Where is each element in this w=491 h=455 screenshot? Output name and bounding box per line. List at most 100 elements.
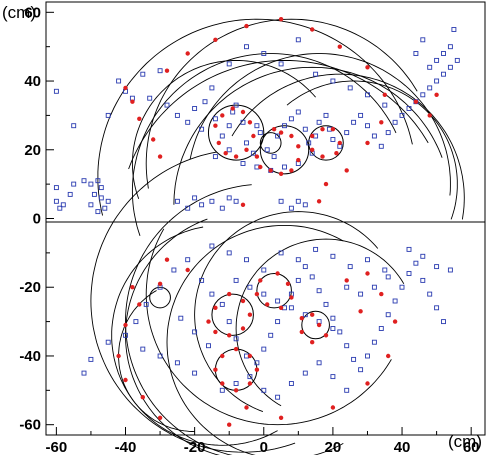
hit-square xyxy=(233,198,239,204)
track-arcs xyxy=(90,18,465,455)
hit-square xyxy=(413,260,419,266)
hit-square xyxy=(226,123,232,129)
hit-square xyxy=(219,205,225,211)
lower-panel-frame xyxy=(45,221,486,436)
hit-square xyxy=(209,291,215,297)
hit-square xyxy=(261,346,267,352)
track-arc xyxy=(189,53,451,196)
hit-square xyxy=(295,257,301,263)
ring-circle xyxy=(211,293,254,336)
hit-square xyxy=(240,119,246,125)
hit-square xyxy=(261,51,267,56)
hit-square xyxy=(302,202,308,208)
hit-dot xyxy=(278,415,284,420)
hit-square xyxy=(275,319,281,325)
hit-dot xyxy=(247,312,253,317)
hit-dot xyxy=(365,381,370,386)
hit-square xyxy=(250,150,256,156)
hit-dot xyxy=(434,92,439,98)
hit-dot xyxy=(247,353,253,359)
track-arc xyxy=(194,211,379,413)
hit-square xyxy=(209,85,215,91)
hit-square xyxy=(365,257,370,263)
hit-dot xyxy=(240,202,246,207)
ring-circles xyxy=(149,104,344,391)
hit-square xyxy=(323,112,329,118)
hit-dot xyxy=(123,85,128,91)
hit-square xyxy=(244,140,249,146)
hit-square xyxy=(105,112,111,118)
hit-markers xyxy=(53,17,460,427)
hit-dot xyxy=(337,44,342,49)
hit-dot xyxy=(151,137,156,142)
hit-square xyxy=(302,370,308,376)
hit-square xyxy=(427,85,433,91)
hit-square xyxy=(347,264,353,270)
hit-square xyxy=(302,312,308,318)
hit-square xyxy=(427,64,433,70)
hit-square xyxy=(171,267,177,273)
hit-dot xyxy=(386,353,391,359)
hit-dot xyxy=(413,99,419,104)
hit-square xyxy=(105,198,111,204)
hit-square xyxy=(219,387,225,393)
hit-dot xyxy=(358,309,363,314)
hit-square xyxy=(209,243,215,249)
x-tick-label: -60 xyxy=(46,439,68,455)
hit-square xyxy=(88,181,94,187)
track-arc xyxy=(97,18,413,216)
hit-square xyxy=(247,284,253,290)
track-arc xyxy=(90,151,296,453)
hit-dot xyxy=(230,106,235,111)
hit-square xyxy=(98,185,104,191)
hit-square xyxy=(71,181,77,187)
hit-square xyxy=(371,133,377,139)
hit-square xyxy=(406,106,412,111)
hit-square xyxy=(192,106,198,111)
hit-square xyxy=(212,154,218,160)
hit-dot xyxy=(265,302,270,307)
ring-circle xyxy=(256,272,292,309)
hit-square xyxy=(71,123,77,129)
hit-dot xyxy=(227,422,232,427)
hit-dot xyxy=(278,130,284,135)
hit-square xyxy=(95,178,101,184)
hit-square xyxy=(123,332,128,338)
hit-square xyxy=(427,291,433,297)
hit-square xyxy=(226,147,232,153)
hit-square xyxy=(233,277,239,283)
hit-square xyxy=(240,161,246,166)
hit-square xyxy=(392,298,398,304)
hit-square xyxy=(209,198,215,204)
hit-square xyxy=(206,343,211,349)
hit-square xyxy=(185,119,191,125)
hit-square xyxy=(261,267,267,273)
hit-square xyxy=(140,346,146,352)
hit-square xyxy=(378,143,384,149)
hit-dot xyxy=(316,199,322,204)
y-tick-label: -40 xyxy=(19,348,41,365)
hit-square xyxy=(344,130,350,136)
hit-square xyxy=(447,267,453,273)
hit-square xyxy=(192,370,198,376)
hit-square xyxy=(244,44,249,50)
hit-dot xyxy=(382,92,387,98)
hit-dot xyxy=(157,281,163,286)
hit-dot xyxy=(271,127,277,132)
hit-square xyxy=(219,133,225,139)
hit-square xyxy=(365,353,370,359)
x-tick-label: 60 xyxy=(463,439,480,455)
track-arc xyxy=(125,184,252,455)
hit-dot xyxy=(213,305,218,310)
track-arc xyxy=(145,228,392,426)
hit-dot xyxy=(213,123,218,128)
hit-dot xyxy=(137,302,142,307)
hit-dot xyxy=(365,271,370,276)
hit-dot xyxy=(240,298,246,304)
hit-square xyxy=(413,51,419,56)
hit-dot xyxy=(247,120,253,125)
hit-dot xyxy=(323,333,329,338)
hit-dot xyxy=(289,133,294,139)
hit-dot xyxy=(278,17,284,22)
